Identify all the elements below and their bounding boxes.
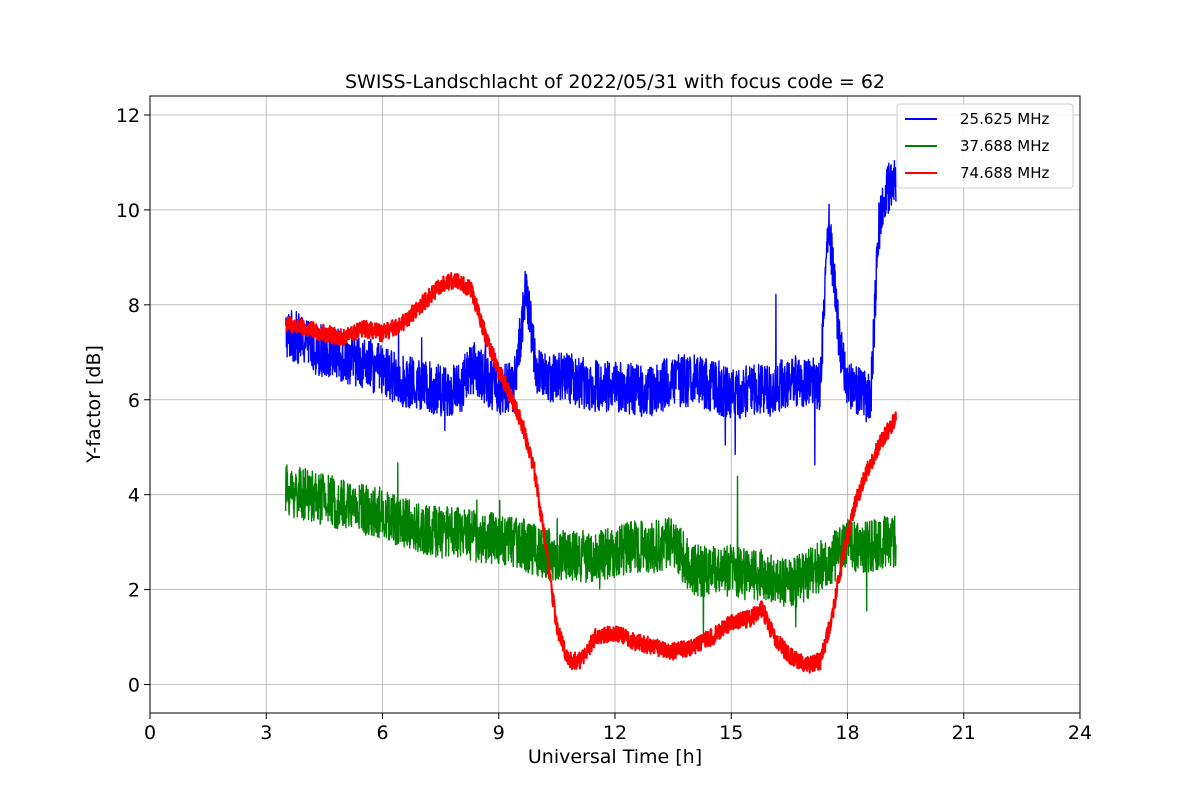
series-lines <box>284 159 897 674</box>
x-tick-label: 18 <box>835 722 859 744</box>
x-tick-label: 12 <box>603 722 627 744</box>
x-tick-label: 6 <box>376 722 388 744</box>
legend: 25.625 MHz 37.688 MHz 74.688 MHz <box>896 103 1074 189</box>
series-line <box>284 462 897 643</box>
x-tick-label: 3 <box>260 722 272 744</box>
series-line <box>284 159 897 466</box>
series-line <box>284 272 897 674</box>
y-axis-label: Y-factor [dB] <box>83 345 105 464</box>
x-tick-label: 9 <box>493 722 505 744</box>
legend-label: 74.688 MHz <box>960 164 1049 182</box>
x-tick-label: 15 <box>719 722 743 744</box>
y-tick-label: 6 <box>128 390 140 412</box>
y-tick-label: 4 <box>128 485 140 507</box>
legend-label: 37.688 MHz <box>960 137 1049 155</box>
x-tick-label: 21 <box>952 722 976 744</box>
x-tick-label: 24 <box>1068 722 1092 744</box>
x-tick-label: 0 <box>144 722 156 744</box>
y-tick-label: 8 <box>128 295 140 317</box>
x-axis-label: Universal Time [h] <box>528 746 702 768</box>
legend-label: 25.625 MHz <box>960 110 1049 128</box>
legend-box <box>896 103 1074 189</box>
y-tick-label: 2 <box>128 580 140 602</box>
y-tick-label: 10 <box>116 200 140 222</box>
chart-title: SWISS-Landschlacht of 2022/05/31 with fo… <box>345 71 885 93</box>
y-tick-label: 0 <box>128 675 140 697</box>
y-tick-label: 12 <box>116 105 140 127</box>
